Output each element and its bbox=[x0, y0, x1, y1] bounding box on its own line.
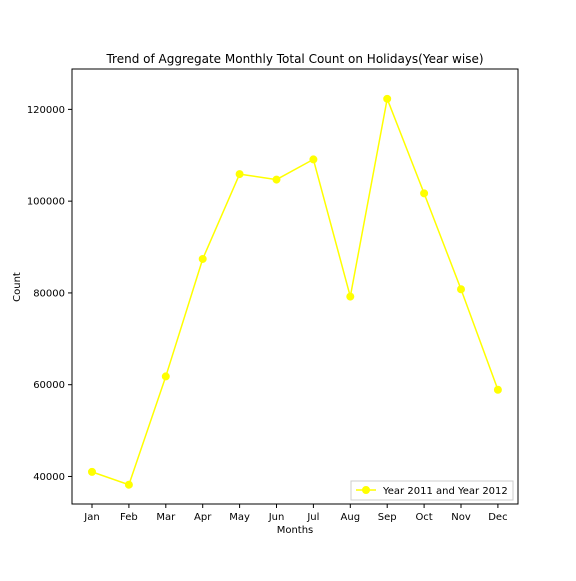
data-point bbox=[198, 254, 207, 263]
x-tick-label: Jun bbox=[268, 512, 285, 523]
data-point bbox=[309, 155, 318, 164]
data-point bbox=[420, 189, 429, 198]
y-tick-label: 120000 bbox=[27, 105, 65, 116]
x-axis: Jan Feb Mar Apr May Jun Jul Aug Sep Oct Nov Dec bbox=[83, 504, 508, 523]
x-tick-label: Jul bbox=[306, 512, 319, 523]
data-point bbox=[272, 175, 281, 184]
x-tick-label: Feb bbox=[120, 512, 138, 523]
y-tick-label: 80000 bbox=[33, 288, 65, 299]
series-line bbox=[91, 98, 499, 486]
x-tick-label: Apr bbox=[194, 512, 212, 523]
legend-marker bbox=[362, 486, 370, 494]
x-axis-label: Months bbox=[277, 525, 314, 536]
plot-area bbox=[71, 68, 519, 505]
y-axis-label: Count bbox=[12, 272, 23, 302]
x-tick-label: Jan bbox=[83, 512, 99, 523]
legend-box bbox=[350, 480, 514, 501]
data-point bbox=[124, 480, 133, 489]
x-tick-label: May bbox=[229, 512, 250, 523]
data-point bbox=[346, 292, 355, 301]
y-tick-label: 60000 bbox=[33, 380, 65, 391]
data-point bbox=[161, 372, 170, 381]
data-point bbox=[383, 94, 392, 103]
x-tick-label: Aug bbox=[341, 512, 361, 523]
x-tick-label: Sep bbox=[378, 512, 397, 523]
data-point bbox=[457, 285, 465, 294]
x-tick-label: Oct bbox=[415, 512, 432, 523]
legend: Year 2011 and Year 2012 bbox=[350, 480, 514, 501]
y-tick-label: 40000 bbox=[33, 472, 65, 483]
data-point bbox=[493, 385, 502, 394]
series-layer bbox=[88, 94, 502, 489]
legend-label: Year 2011 and Year 2012 bbox=[382, 486, 508, 497]
x-tick-label: Mar bbox=[156, 512, 176, 523]
data-point bbox=[235, 170, 244, 179]
x-tick-label: Dec bbox=[488, 512, 507, 523]
data-point bbox=[88, 467, 96, 476]
y-tick-label: 100000 bbox=[27, 197, 65, 208]
chart-title: Trend of Aggregate Monthly Total Count o… bbox=[105, 52, 483, 66]
x-tick-label: Nov bbox=[451, 512, 471, 523]
y-axis: 40000 60000 80000 100000 120000 bbox=[27, 105, 72, 483]
